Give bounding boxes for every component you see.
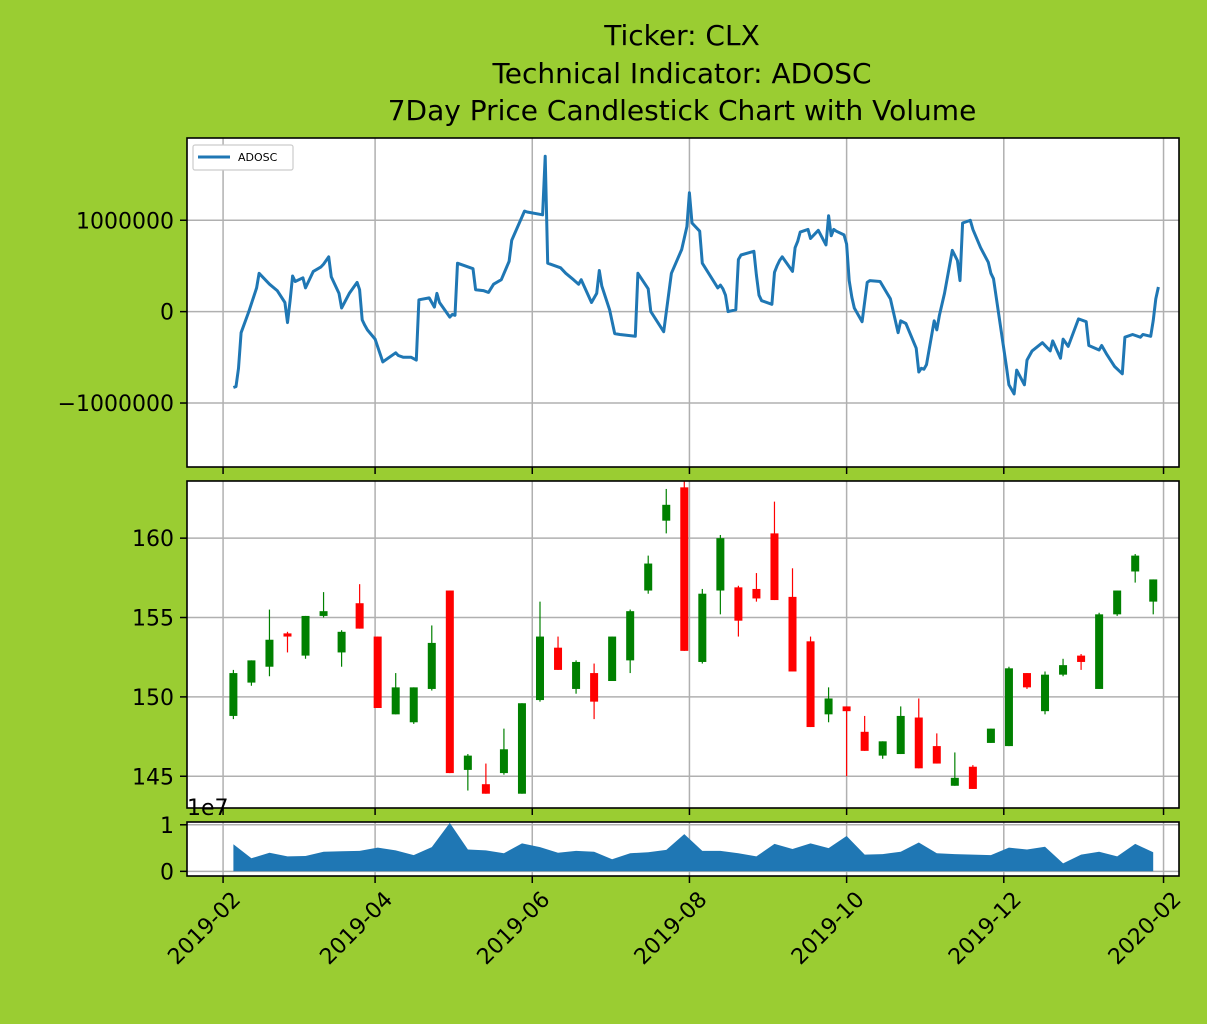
candle-body [572,661,581,689]
adosc-series-line [232,154,1160,396]
candle-body [337,631,346,653]
xtick-label: 2019-08 [630,887,713,970]
candle-body [878,741,887,756]
candle-body [608,636,617,682]
candle-body [734,587,743,621]
candle-body [1149,579,1158,602]
candle-body [517,703,526,794]
chart-title-line-3: 7Day Price Candlestick Chart with Volume [388,94,977,127]
xtick-label: 2019-12 [944,887,1027,970]
candle-body [752,588,761,599]
xtick-label: 2019-06 [473,887,556,970]
candle-body [373,636,382,708]
volume-ytick-label: 0 [160,860,174,885]
candle-body [481,784,490,794]
price-ytick-label: 155 [132,607,174,632]
candle-body [950,777,959,786]
candle-body [662,504,671,521]
candle-body [842,706,851,712]
xtick-label: 2019-02 [163,887,246,970]
candle-body [229,673,238,716]
volume-ytick-label: 1 [160,814,174,839]
candle-body [968,766,977,789]
legend-label: ADOSC [238,151,278,164]
candle-body [301,615,310,656]
xtick-label: 2019-10 [787,887,870,970]
price-ytick-label: 150 [132,686,174,711]
volume-frame [186,821,1180,877]
candle-body [806,641,815,728]
volume-area [233,822,1154,872]
adosc-frame [186,137,1180,468]
candle-body [1113,590,1122,615]
candle-body [499,749,508,774]
chart-title-line-1: Ticker: CLX [603,19,760,52]
candle-body [914,717,923,769]
candle-body [860,731,869,751]
candle-body [1059,665,1068,675]
candle-body [1077,655,1086,662]
price-frame [186,480,1180,809]
candle-body [644,563,653,591]
price-panel: 145 150 155 160 [132,480,1180,815]
candle-body [1131,555,1140,572]
candle-body [391,687,400,715]
candle-body [1041,674,1050,712]
adosc-plot-area [187,138,1179,467]
candle-body [445,590,454,774]
adosc-panel: −1000000 0 1000000 ADOSC [58,137,1180,474]
candle-body [896,715,905,755]
candle-body [698,593,707,662]
candle-body [590,673,599,702]
candle-body [986,728,995,743]
candle-body [409,687,418,723]
date-axis: 2019-02 2019-04 2019-06 2019-08 2019-10 2019-… [163,887,1186,970]
candle-body [932,746,941,764]
volume-offset-label: 1e7 [187,796,229,821]
candle-body [1095,614,1104,689]
legend-box [192,144,294,171]
chart-title-line-2: Technical Indicator: ADOSC [491,57,871,90]
candle-body [283,633,292,637]
candle-body [554,647,563,670]
candle-body [535,636,544,701]
candle-body [427,642,436,689]
candle-body [463,755,472,770]
adosc-ytick-label: 0 [160,301,174,326]
adosc-ytick-label: 1000000 [76,209,174,234]
candle-body [355,603,364,629]
price-ytick-label: 145 [132,765,174,790]
candle-body [770,533,779,601]
candle-body [319,611,328,616]
adosc-ytick-label: −1000000 [58,392,174,417]
candle-body [680,487,689,651]
candle-body [626,611,635,661]
candle-body [716,538,725,591]
candle-body [824,698,833,715]
candle-body [1022,673,1031,688]
volume-panel: 0 1 1e7 [160,796,1180,885]
candle-body [247,660,256,683]
candle-body [1004,668,1013,747]
xtick-label: 2020-02 [1104,887,1187,970]
candle-body [265,639,274,667]
candle-body [788,596,797,672]
xtick-label: 2019-04 [315,887,398,970]
price-ytick-label: 160 [132,527,174,552]
